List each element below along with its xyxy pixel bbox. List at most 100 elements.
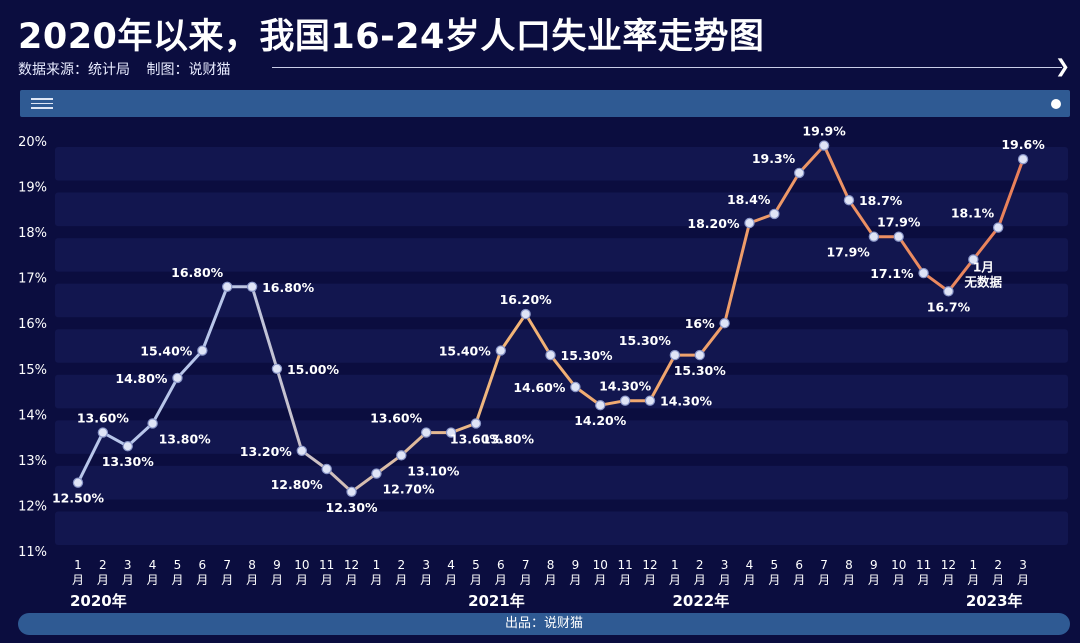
data-label: 16.20% bbox=[500, 292, 553, 307]
data-label: 12.70% bbox=[382, 482, 435, 497]
x-tick-label: 月 bbox=[942, 573, 954, 587]
data-point bbox=[968, 254, 979, 265]
data-label: 19.9% bbox=[802, 124, 846, 139]
x-tick-label: 月 bbox=[470, 573, 482, 587]
x-tick-label: 月 bbox=[843, 573, 855, 587]
x-tick-label: 1 bbox=[969, 558, 977, 572]
data-label: 15.00% bbox=[287, 362, 340, 377]
x-tick-label: 1 bbox=[373, 558, 381, 572]
x-tick-label: 2 bbox=[696, 558, 704, 572]
grid-band bbox=[55, 374, 1068, 409]
chevron-right-icon[interactable]: ❯ bbox=[1055, 56, 1071, 77]
x-tick-label: 9 bbox=[572, 558, 580, 572]
year-label: 2021年 bbox=[468, 592, 525, 610]
data-label: 14.80% bbox=[115, 371, 168, 386]
x-tick-label: 月 bbox=[271, 573, 283, 587]
x-tick-label: 12 bbox=[642, 558, 657, 572]
data-label: 15.40% bbox=[140, 344, 193, 359]
x-tick-label: 月 bbox=[868, 573, 880, 587]
x-tick-label: 7 bbox=[820, 558, 828, 572]
x-tick-label: 月 bbox=[1017, 573, 1029, 587]
x-tick-label: 3 bbox=[124, 558, 132, 572]
data-label: 16.7% bbox=[927, 299, 971, 314]
data-label: 15.30% bbox=[674, 363, 727, 378]
y-tick-label: 17% bbox=[18, 272, 47, 287]
y-tick-label: 19% bbox=[18, 181, 47, 196]
x-tick-label: 月 bbox=[370, 573, 382, 587]
x-tick-label: 1 bbox=[671, 558, 679, 572]
data-point bbox=[744, 217, 755, 229]
x-tick-label: 5 bbox=[174, 558, 182, 572]
y-tick-label: 12% bbox=[18, 499, 47, 514]
y-tick-label: 13% bbox=[18, 454, 47, 469]
y-tick-label: 15% bbox=[18, 363, 47, 378]
x-tick-label: 月 bbox=[122, 573, 134, 587]
x-tick-label: 4 bbox=[746, 558, 754, 572]
subtitle: 数据来源：统计局 制图：说财猫 bbox=[18, 59, 242, 79]
x-tick-label: 8 bbox=[248, 558, 256, 572]
x-tick-label: 7 bbox=[223, 558, 231, 572]
x-tick-label: 月 bbox=[893, 573, 905, 587]
data-label: 16% bbox=[685, 316, 715, 331]
annotation-label: 无数据 bbox=[964, 274, 1003, 289]
data-label: 13.30% bbox=[102, 454, 155, 469]
x-tick-label: 月 bbox=[97, 573, 109, 587]
data-point bbox=[470, 418, 482, 429]
x-tick-label: 月 bbox=[395, 573, 407, 587]
data-point bbox=[570, 381, 581, 393]
x-tick-label: 6 bbox=[795, 558, 803, 572]
x-tick-label: 月 bbox=[171, 573, 183, 587]
x-tick-label: 月 bbox=[669, 573, 681, 587]
data-point bbox=[595, 400, 606, 411]
grid-band bbox=[55, 192, 1068, 227]
data-point bbox=[296, 445, 308, 456]
y-tick-label: 11% bbox=[18, 545, 47, 560]
grid-band bbox=[55, 329, 1068, 363]
footer-bar: 出品：说财猫 bbox=[18, 613, 1070, 635]
x-tick-label: 10 bbox=[593, 558, 608, 572]
x-tick-label: 9 bbox=[870, 558, 878, 572]
data-point bbox=[445, 427, 457, 438]
x-tick-label: 月 bbox=[321, 573, 333, 587]
x-tick-label: 10 bbox=[294, 558, 309, 572]
x-tick-label: 月 bbox=[569, 573, 581, 587]
hamburger-menu-icon[interactable] bbox=[31, 98, 53, 109]
x-tick-label: 月 bbox=[346, 573, 358, 587]
data-point bbox=[619, 395, 631, 406]
x-tick-label: 12 bbox=[941, 558, 956, 572]
data-point bbox=[396, 450, 407, 461]
x-tick-label: 4 bbox=[447, 558, 455, 572]
grid-band bbox=[55, 283, 1068, 318]
data-label: 18.1% bbox=[951, 206, 995, 221]
data-label: 14.30% bbox=[660, 394, 713, 409]
x-tick-label: 12 bbox=[344, 558, 359, 572]
x-tick-label: 3 bbox=[721, 558, 729, 572]
x-tick-label: 月 bbox=[719, 573, 731, 587]
page-title: 2020年以来，我国16-24岁人口失业率走势图 bbox=[18, 17, 765, 57]
x-tick-label: 月 bbox=[918, 573, 930, 587]
data-label: 12.50% bbox=[52, 491, 105, 506]
x-tick-label: 10 bbox=[891, 558, 906, 572]
x-tick-label: 月 bbox=[967, 573, 979, 587]
footer-credit: 出品：说财猫 bbox=[504, 616, 583, 631]
data-point bbox=[694, 349, 705, 361]
data-point bbox=[271, 363, 283, 374]
x-tick-label: 7 bbox=[522, 558, 530, 572]
data-label: 18.20% bbox=[687, 216, 740, 231]
x-tick-label: 月 bbox=[545, 573, 557, 587]
x-tick-label: 11 bbox=[617, 558, 632, 572]
x-tick-label: 3 bbox=[422, 558, 430, 572]
data-point bbox=[818, 140, 830, 151]
x-tick-label: 2 bbox=[397, 558, 405, 572]
toggle-dot-icon[interactable] bbox=[1051, 99, 1061, 109]
grid-band bbox=[55, 420, 1068, 454]
data-label: 19.6% bbox=[1001, 137, 1045, 152]
year-label: 2023年 bbox=[966, 592, 1023, 610]
data-label: 13.80% bbox=[159, 431, 212, 446]
data-point bbox=[918, 267, 929, 279]
x-tick-label: 月 bbox=[196, 573, 208, 587]
x-tick-label: 月 bbox=[793, 573, 805, 587]
data-label: 13.60% bbox=[370, 411, 423, 426]
chart-maker: 制图：说财猫 bbox=[146, 62, 231, 78]
data-label: 13.60% bbox=[450, 431, 503, 446]
